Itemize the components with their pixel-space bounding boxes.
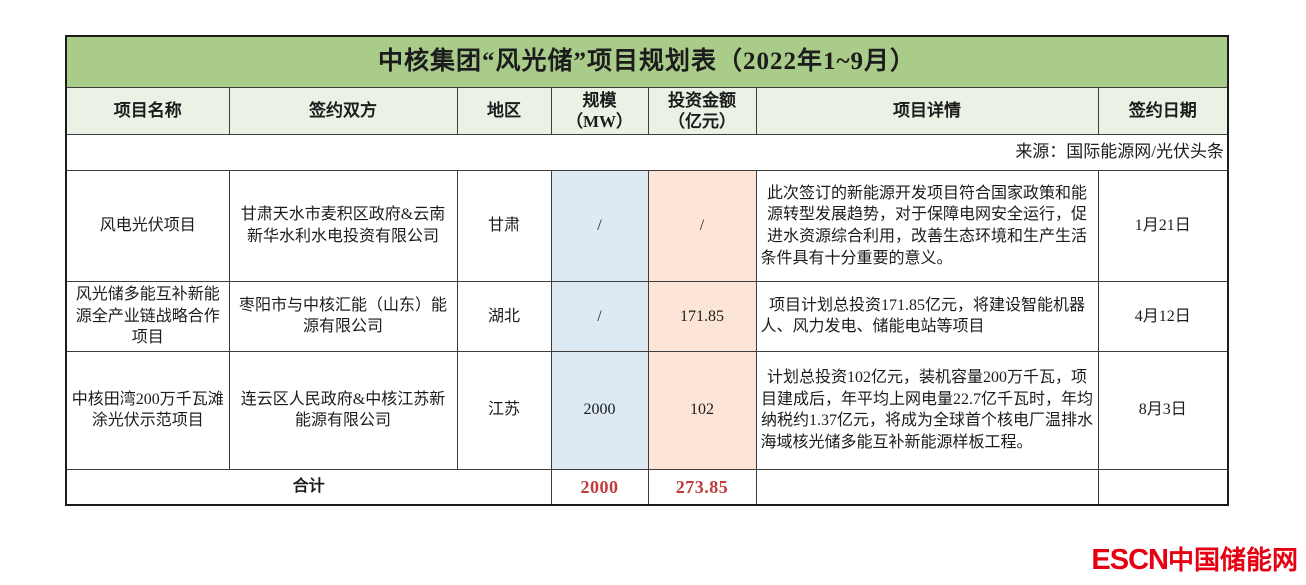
project-plan-table: 中核集团“风光储”项目规划表（2022年1~9月） 项目名称 签约双方 地区 规…: [65, 35, 1230, 507]
parties-cell: 连云区人民政府&中核江苏新能源有限公司: [228, 350, 458, 470]
total-date-cell: [1097, 468, 1229, 506]
scale-cell: /: [550, 281, 649, 352]
details-cell: 计划总投资102亿元，装机容量200万千瓦，项目建成后，年平均上网电量22.7亿…: [755, 350, 1099, 470]
scale-cell: /: [550, 170, 649, 282]
column-header-investment: 投资金额 （亿元）: [647, 86, 757, 135]
parties-cell: 枣阳市与中核汇能（山东）能源有限公司: [228, 281, 458, 352]
date-cell: 4月12日: [1097, 281, 1229, 352]
date-cell: 1月21日: [1097, 170, 1229, 282]
total-label: 合计: [65, 468, 552, 506]
table-row: 中核田湾200万千瓦滩涂光伏示范项目 连云区人民政府&中核江苏新能源有限公司 江…: [65, 350, 1229, 470]
table-row: 风光储多能互补新能源全产业链战略合作项目 枣阳市与中核汇能（山东）能源有限公司 …: [65, 281, 1229, 352]
total-investment-value: 273.85: [675, 476, 729, 497]
total-investment-cell: 273.85: [647, 468, 757, 506]
table-title: 中核集团“风光储”项目规划表（2022年1~9月）: [65, 35, 1229, 88]
total-details-cell: [755, 468, 1099, 506]
region-cell: 湖北: [456, 281, 552, 352]
table-row: 风电光伏项目 甘肃天水市麦积区政府&云南新华水利水电投资有限公司 甘肃 / / …: [65, 170, 1229, 282]
project-name-cell: 风电光伏项目: [65, 170, 230, 282]
project-name-cell: 中核田湾200万千瓦滩涂光伏示范项目: [65, 350, 230, 470]
source-note-row: 来源：国际能源网/光伏头条: [65, 134, 1229, 171]
escn-logo: ESCN中国储能网: [1091, 540, 1298, 577]
source-note: 来源：国际能源网/光伏头条: [65, 134, 1229, 171]
escn-logo-cn: 中国储能网: [1167, 545, 1298, 575]
total-row: 合计 2000 273.85: [65, 468, 1229, 506]
column-header-details: 项目详情: [755, 86, 1099, 135]
column-header-parties: 签约双方: [228, 86, 458, 135]
scale-cell: 2000: [550, 350, 649, 470]
column-header-project-name: 项目名称: [65, 86, 230, 135]
investment-cell: 102: [647, 350, 757, 470]
investment-cell: /: [647, 170, 757, 282]
escn-logo-en: ESCN: [1091, 544, 1169, 576]
date-cell: 8月3日: [1097, 350, 1229, 470]
table-title-row: 中核集团“风光储”项目规划表（2022年1~9月）: [65, 35, 1229, 88]
details-cell: 此次签订的新能源开发项目符合国家政策和能源转型发展趋势，对于保障电网安全运行，促…: [755, 170, 1099, 282]
details-cell: 项目计划总投资171.85亿元，将建设智能机器人、风力发电、储能电站等项目: [755, 281, 1099, 352]
column-header-region: 地区: [456, 86, 552, 135]
project-name-cell: 风光储多能互补新能源全产业链战略合作项目: [65, 281, 230, 352]
parties-cell: 甘肃天水市麦积区政府&云南新华水利水电投资有限公司: [228, 170, 458, 282]
total-scale-cell: 2000: [550, 468, 649, 506]
total-scale-value: 2000: [580, 476, 619, 497]
column-header-date: 签约日期: [1097, 86, 1229, 135]
table-header-row: 项目名称 签约双方 地区 规模 （MW） 投资金额 （亿元） 项目详情 签约日期: [65, 86, 1229, 135]
region-cell: 江苏: [456, 350, 552, 470]
column-header-scale: 规模 （MW）: [550, 86, 649, 135]
region-cell: 甘肃: [456, 170, 552, 282]
investment-cell: 171.85: [647, 281, 757, 352]
